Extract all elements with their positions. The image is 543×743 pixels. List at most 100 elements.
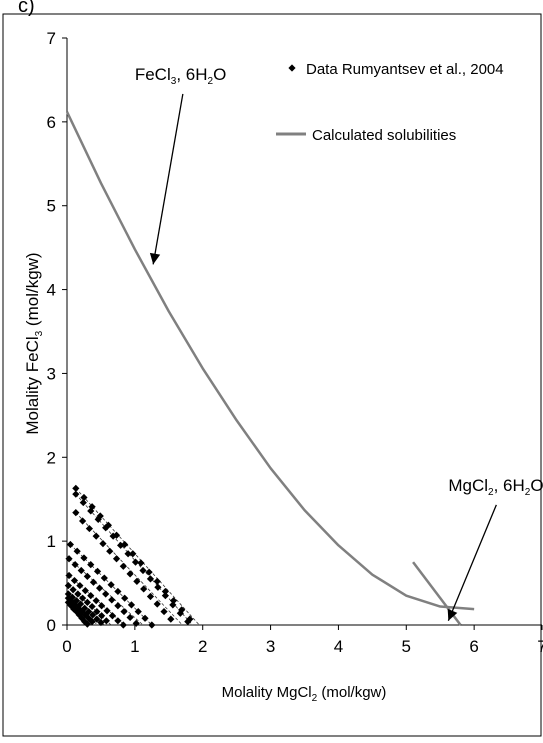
annotation-0-part-4: O <box>213 65 226 84</box>
data-point <box>70 576 79 585</box>
axes <box>62 37 543 630</box>
data-point <box>71 601 79 609</box>
x-tick-label: 6 <box>469 637 478 656</box>
data-point <box>99 540 107 548</box>
data-point <box>146 592 155 601</box>
data-point <box>141 614 149 622</box>
data-point <box>68 597 76 606</box>
tie-line <box>68 593 105 626</box>
data-point <box>100 574 108 582</box>
data-point <box>102 617 110 625</box>
data-point <box>148 621 156 629</box>
y-tick-label: 5 <box>47 197 56 216</box>
x-label-part-0: Molality MgCl <box>222 684 312 701</box>
data-point <box>83 620 91 628</box>
data-point <box>92 532 100 540</box>
annotation-0-part-2: , 6H <box>176 65 207 84</box>
x-tick-label: 4 <box>334 637 343 656</box>
data-point <box>72 484 80 492</box>
data-point <box>98 602 106 610</box>
data-point <box>64 581 72 590</box>
data-point <box>87 507 95 515</box>
data-point <box>153 600 161 608</box>
y-tick-label: 7 <box>47 29 56 48</box>
data-point <box>74 590 82 598</box>
data-point <box>87 592 95 600</box>
y-tick-label: 3 <box>47 364 56 383</box>
data-point <box>120 607 128 616</box>
y-label-part-0: Molality FeCl <box>23 336 42 434</box>
data-point <box>96 512 104 520</box>
data-point <box>184 618 192 626</box>
data-point <box>92 597 100 605</box>
annotation-arrow-1 <box>447 504 497 622</box>
data-point <box>79 498 87 507</box>
data-point <box>75 611 83 619</box>
x-tick-label: 0 <box>62 637 71 656</box>
y-tick-label: 1 <box>47 532 56 551</box>
annotation-arrowhead-0 <box>149 252 161 265</box>
data-point <box>88 618 96 626</box>
data-point <box>88 602 96 611</box>
legend: Data Rumyantsev et al., 2004 Calculated s… <box>276 61 504 144</box>
data-point <box>93 615 101 623</box>
data-point <box>132 619 140 627</box>
data-point <box>72 509 80 517</box>
data-point <box>78 614 86 622</box>
x-tick-label: 7 <box>537 637 543 656</box>
data-point <box>114 587 122 596</box>
data-point <box>119 562 127 570</box>
data-point <box>129 550 137 558</box>
annotation-1-part-0: MgCl <box>448 476 488 495</box>
x-tick-label: 5 <box>402 637 411 656</box>
y-axis-label: Molality FeCl3 (mol/kgw) <box>23 252 45 434</box>
data-point <box>139 566 147 575</box>
data-point <box>167 615 175 623</box>
data-point <box>127 601 136 609</box>
data-point <box>160 607 168 616</box>
panel-label-group: c) <box>18 0 35 17</box>
data-point <box>107 581 115 589</box>
data-point <box>108 612 117 620</box>
data-point <box>78 607 86 616</box>
data-point <box>102 590 110 598</box>
data-point <box>76 581 84 590</box>
data-point <box>89 611 97 619</box>
data-point <box>137 559 145 567</box>
data-point <box>153 577 161 585</box>
data-point <box>134 607 142 616</box>
x-tick-label: 1 <box>130 637 139 656</box>
annotation-arrow-0 <box>152 93 184 265</box>
y-tick-label: 4 <box>47 281 56 300</box>
data-point <box>93 607 101 616</box>
data-point <box>89 578 98 586</box>
data-point <box>77 566 85 575</box>
annotation-arrowhead-1 <box>447 608 458 621</box>
y-tick-label: 6 <box>47 113 56 132</box>
y-tick-label: 0 <box>47 616 56 635</box>
data-point <box>72 607 81 616</box>
annotation-1-part-1: 2 <box>488 487 494 498</box>
data-point <box>79 594 87 602</box>
data-point <box>66 540 74 549</box>
y-tick-label: 2 <box>47 448 56 467</box>
data-point <box>121 540 129 549</box>
data-point <box>93 567 102 575</box>
x-tick-label: 3 <box>266 637 275 656</box>
annotation-1-part-2: , 6H <box>494 476 525 495</box>
data-point <box>83 572 91 580</box>
data-point <box>145 568 153 576</box>
data-point <box>76 600 85 608</box>
x-label-part-2: (mol/kgw) <box>317 684 386 701</box>
data-point <box>178 606 186 614</box>
data-point <box>140 585 148 593</box>
tie-line <box>75 488 200 626</box>
series-line-0 <box>65 111 475 611</box>
tie-line <box>75 512 183 626</box>
y-label-part-1: 3 <box>34 330 45 336</box>
annotation-0-part-0: FeCl <box>135 65 171 84</box>
annotation-0-part-1: 3 <box>171 76 177 87</box>
legend-label-calculated: Calculated solubilities <box>312 127 456 144</box>
